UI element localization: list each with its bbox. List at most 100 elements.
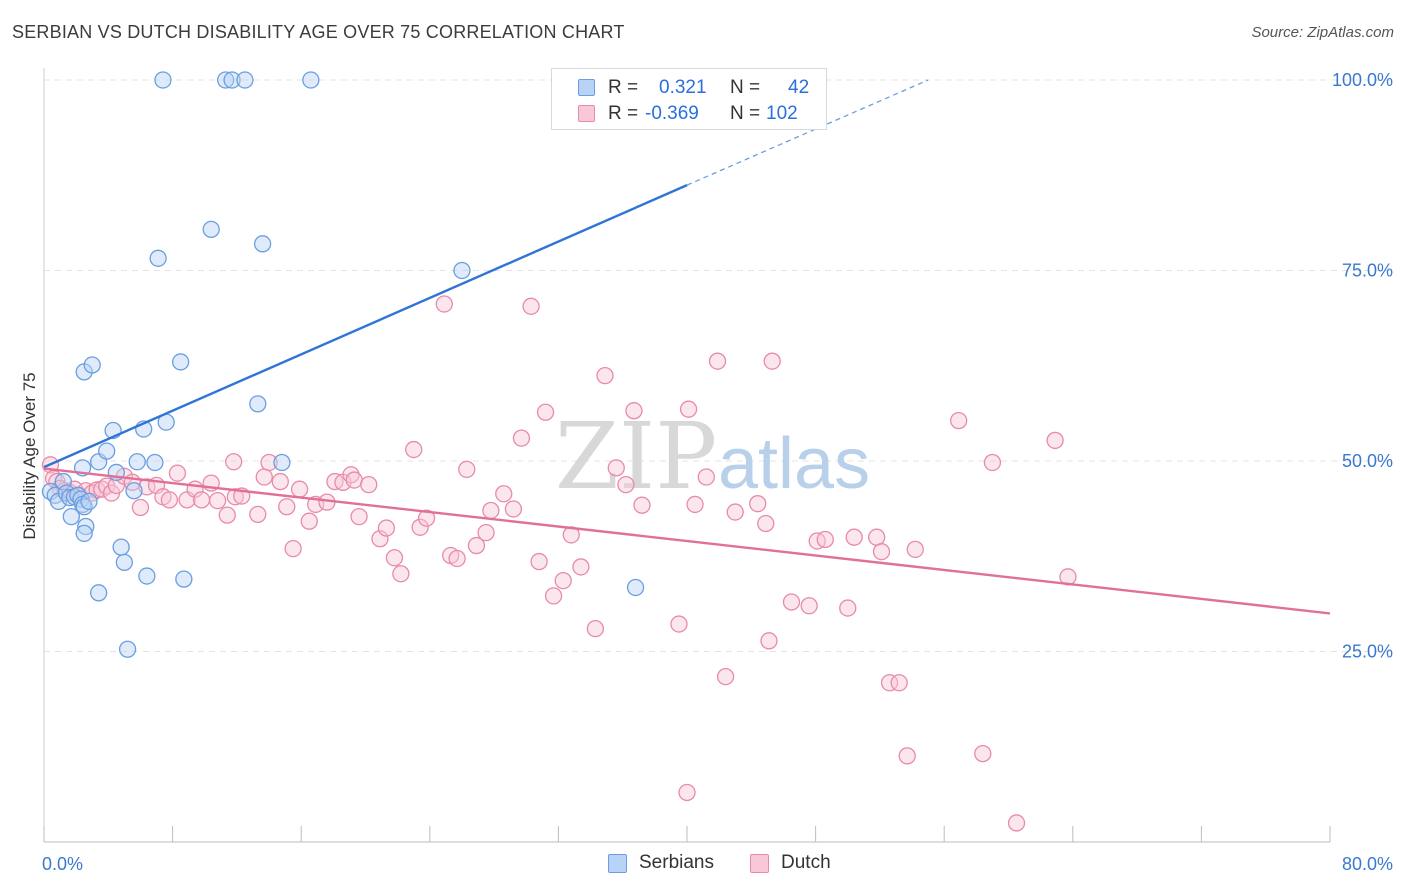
watermark-zip: ZIP bbox=[555, 403, 717, 510]
dutch-point bbox=[345, 471, 363, 489]
dutch-point bbox=[522, 297, 540, 315]
chart-title: SERBIAN VS DUTCH DISABILITY AGE OVER 75 … bbox=[12, 22, 625, 42]
serbian-point bbox=[146, 453, 164, 472]
dutch-point bbox=[596, 367, 614, 385]
dutch-point bbox=[607, 459, 625, 477]
dutch-point bbox=[800, 597, 818, 615]
dutch-point bbox=[554, 571, 572, 590]
dutch-point bbox=[749, 495, 767, 513]
serbian-point bbox=[249, 395, 267, 413]
dutch-point bbox=[974, 744, 992, 763]
dutch-point bbox=[763, 352, 781, 370]
dutch-r-value: -0.369 bbox=[645, 103, 699, 124]
legend-n-label: N = bbox=[730, 77, 761, 98]
y-axis-title: Disability Age Over 75 bbox=[20, 372, 39, 539]
dutch-point bbox=[536, 403, 555, 421]
serbian-point bbox=[77, 517, 95, 536]
y-tick-label: 100.0% bbox=[1332, 70, 1393, 90]
correlation-legend: R = 0.321 N = 42 R = -0.369 N = 102 bbox=[551, 68, 827, 130]
serbian-point bbox=[128, 453, 146, 471]
dutch-point bbox=[678, 783, 696, 802]
dutch-point bbox=[757, 514, 775, 533]
serbian-point bbox=[149, 249, 167, 267]
dutch-point bbox=[168, 464, 187, 482]
x-tick-label-min: 0.0% bbox=[42, 854, 83, 874]
dutch-point bbox=[467, 536, 486, 555]
dutch-point bbox=[392, 565, 410, 583]
serbian-point bbox=[112, 538, 130, 556]
serbian-point bbox=[115, 553, 134, 571]
dutch-point bbox=[482, 501, 500, 520]
dutch-point bbox=[350, 507, 368, 526]
dutch-n-value: 102 bbox=[766, 103, 798, 124]
dutch-point bbox=[504, 500, 523, 518]
serbian-point bbox=[253, 235, 272, 253]
dutch-point bbox=[371, 530, 389, 548]
serbian-point bbox=[273, 453, 291, 472]
dutch-point bbox=[411, 518, 429, 536]
y-tick-label: 25.0% bbox=[1342, 642, 1393, 662]
serbian-point bbox=[62, 507, 80, 526]
dutch-point bbox=[284, 539, 302, 558]
serbian-point bbox=[216, 71, 235, 89]
dutch-point bbox=[572, 558, 590, 576]
y-tick-label: 75.0% bbox=[1342, 261, 1393, 281]
serbian-point bbox=[202, 220, 220, 239]
serbian-point bbox=[75, 524, 93, 543]
dutch-legend-swatch bbox=[750, 854, 769, 873]
serbian-point bbox=[125, 482, 143, 500]
dutch-point bbox=[278, 498, 296, 516]
serbians-swatch bbox=[578, 79, 595, 96]
dutch-point bbox=[782, 593, 801, 611]
dutch-point bbox=[845, 528, 863, 546]
dutch-point bbox=[448, 549, 466, 568]
dutch-point bbox=[898, 747, 916, 765]
serbian-point bbox=[138, 567, 156, 585]
serbian-point bbox=[75, 498, 93, 516]
watermark-atlas: atlas bbox=[718, 424, 870, 504]
trendlines bbox=[43, 79, 1331, 615]
legend-n-label: N = bbox=[730, 103, 761, 124]
serbians-trendline bbox=[43, 184, 688, 469]
dutch-swatch bbox=[578, 105, 595, 122]
axis-labels: 100.0% 75.0% 50.0% 25.0% 0.0% 80.0% Disability… bbox=[20, 70, 1393, 874]
serbian-point bbox=[236, 71, 254, 89]
dutch-point bbox=[670, 615, 688, 633]
serbian-point bbox=[118, 640, 137, 658]
serbian-point bbox=[83, 356, 101, 374]
dutch-point bbox=[726, 503, 744, 521]
dutch-point bbox=[1007, 814, 1026, 832]
serbian-point bbox=[175, 570, 193, 588]
dutch-point bbox=[405, 440, 423, 459]
dutch-point bbox=[385, 549, 404, 567]
axes bbox=[43, 68, 1331, 843]
serbians-n-value: 42 bbox=[788, 77, 810, 98]
dutch-point bbox=[530, 552, 548, 571]
dutch-point bbox=[225, 453, 243, 471]
dutch-trendline bbox=[43, 467, 1331, 615]
x-tick-label-max: 80.0% bbox=[1342, 854, 1393, 874]
y-tick-label: 50.0% bbox=[1342, 451, 1393, 471]
dutch-points bbox=[41, 295, 1077, 832]
dutch-point bbox=[708, 352, 727, 370]
dutch-point bbox=[816, 530, 834, 549]
dutch-point bbox=[1046, 431, 1064, 450]
legend-r-label: R = bbox=[608, 103, 639, 124]
dutch-point bbox=[686, 495, 704, 514]
dutch-point bbox=[271, 472, 289, 491]
dutch-point bbox=[890, 674, 908, 692]
serbian-point bbox=[223, 71, 241, 89]
dutch-point bbox=[300, 512, 318, 530]
legend-r-label: R = bbox=[608, 77, 639, 98]
dutch-point bbox=[633, 496, 651, 514]
dutch-point bbox=[255, 468, 273, 486]
dutch-point bbox=[290, 480, 309, 498]
dutch-point bbox=[495, 485, 513, 503]
serbian-points bbox=[41, 71, 645, 658]
serbians-r-value: 0.321 bbox=[659, 77, 707, 98]
serbian-point bbox=[302, 71, 320, 89]
dutch-point bbox=[192, 491, 211, 509]
dutch-point bbox=[950, 411, 968, 430]
dutch-point bbox=[760, 632, 778, 650]
